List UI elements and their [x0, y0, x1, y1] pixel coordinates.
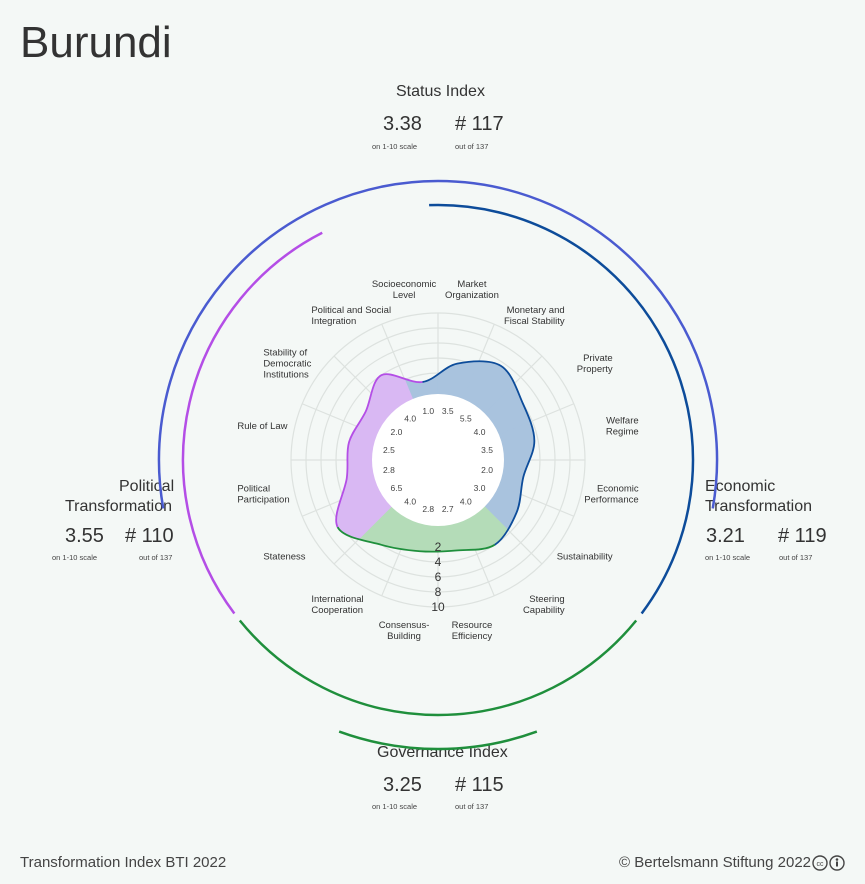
- category-label: Stability of Democratic Institutions: [263, 347, 311, 380]
- value-label: 2.0: [481, 465, 493, 475]
- governance-rank-note: out of 137: [455, 802, 489, 811]
- political-title-line2: Transformation: [65, 498, 172, 515]
- value-label: 4.0: [404, 497, 416, 507]
- economic-score: 3.21: [706, 525, 745, 547]
- category-label: International Cooperation: [311, 594, 363, 616]
- scale-tick-label: 10: [431, 600, 445, 614]
- category-label: Steering Capability: [523, 594, 565, 616]
- value-label: 5.5: [460, 413, 472, 423]
- value-label: 4.0: [460, 497, 472, 507]
- economic-score-note: on 1-10 scale: [705, 553, 751, 562]
- value-label: 3.5: [442, 406, 454, 416]
- value-label: 3.5: [481, 445, 493, 455]
- status-rank-note: out of 137: [455, 142, 489, 151]
- svg-text:cc: cc: [817, 861, 825, 868]
- value-label: 4.0: [474, 427, 486, 437]
- radar-outline-political: [335, 373, 423, 528]
- value-label: 2.8: [422, 504, 434, 514]
- scale-tick-label: 6: [435, 570, 442, 584]
- value-label: 2.5: [383, 445, 395, 455]
- political-score-note: on 1-10 scale: [52, 553, 98, 562]
- value-label: 1.0: [422, 406, 434, 416]
- category-label: Private Property: [577, 353, 613, 375]
- category-label: Consensus-Building: [379, 620, 430, 642]
- category-label: Market Organization: [445, 279, 499, 301]
- radar-outline-governance: [336, 526, 496, 553]
- governance-index-arc: [338, 730, 538, 751]
- economic-rank-note: out of 137: [779, 553, 813, 562]
- category-label: Stateness: [263, 552, 305, 563]
- value-label: 2.7: [442, 504, 454, 514]
- footer-source: Transformation Index BTI 2022: [20, 854, 227, 871]
- category-label: Economic Performance: [584, 483, 639, 505]
- footer-copyright: © Bertelsmann Stiftung 2022: [619, 854, 811, 871]
- political-rank-note: out of 137: [139, 553, 173, 562]
- value-label: 2.0: [391, 427, 403, 437]
- value-label: 2.8: [383, 465, 395, 475]
- economic-transformation-arc: [429, 203, 695, 615]
- value-label: 6.5: [391, 483, 403, 493]
- radar-center: [372, 394, 504, 526]
- status-index-rank: # 117: [455, 113, 504, 135]
- governance-index-rank: # 115: [455, 774, 504, 796]
- political-score: 3.55: [65, 525, 104, 547]
- status-index-title: Status Index: [396, 83, 485, 100]
- value-label: 4.0: [404, 413, 416, 423]
- category-label: Sustainability: [557, 552, 613, 563]
- radar-outline-economic: [422, 360, 536, 546]
- governance-score-note: on 1-10 scale: [372, 802, 418, 811]
- category-label: Socioeconomic Level: [372, 279, 437, 301]
- governance-index-score: 3.25: [383, 774, 422, 796]
- category-label: Resource Efficiency: [452, 620, 493, 642]
- economic-title-line2: Transformation: [705, 498, 812, 515]
- status-score-note: on 1-10 scale: [372, 142, 418, 151]
- status-index-arc: [157, 179, 719, 509]
- governance-arc: [238, 619, 638, 717]
- scale-tick-label: 8: [435, 585, 442, 599]
- economic-title-line1: Economic: [705, 478, 776, 495]
- category-label: Political Participation: [237, 483, 289, 505]
- country-title: Burundi: [20, 18, 172, 67]
- category-label: Political and Social Integration: [311, 305, 391, 327]
- political-rank: # 110: [125, 525, 174, 547]
- economic-rank: # 119: [778, 525, 827, 547]
- category-label: Rule of Law: [237, 421, 287, 432]
- category-label: Welfare Regime: [606, 416, 639, 438]
- status-index-score: 3.38: [383, 113, 422, 135]
- scale-tick-label: 2: [435, 540, 442, 554]
- political-transformation-arc: [181, 231, 323, 615]
- category-label: Monetary and Fiscal Stability: [504, 305, 565, 327]
- scale-tick-label: 4: [435, 555, 442, 569]
- creative-commons-icon: cc: [812, 855, 845, 871]
- value-label: 3.0: [474, 483, 486, 493]
